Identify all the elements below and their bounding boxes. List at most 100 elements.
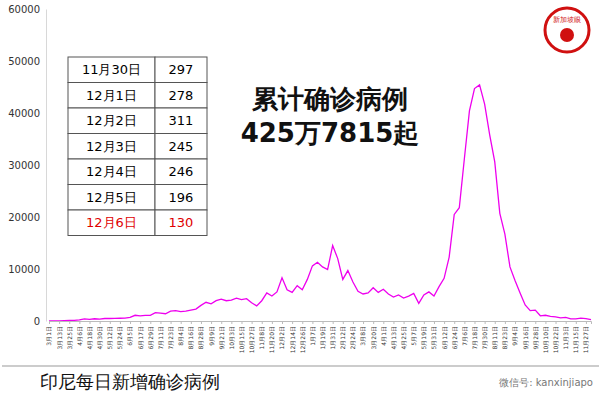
- x-tick-label: 4月30日: [96, 326, 103, 349]
- x-tick: 7月6日: [461, 321, 468, 346]
- x-tick-label: 11月8日: [258, 326, 265, 349]
- x-tick: 3月1日: [45, 321, 52, 346]
- x-tick: 8月23日: [501, 321, 508, 349]
- table-cell: [155, 210, 207, 236]
- x-tick: 2月12日: [339, 321, 346, 349]
- x-tick: 5月24日: [116, 321, 123, 349]
- x-tick-mark: [100, 321, 101, 324]
- x-tick-mark: [404, 321, 405, 324]
- x-tick-mark: [333, 321, 334, 324]
- x-tick-mark: [211, 321, 212, 324]
- logo-eye: [560, 28, 574, 42]
- x-tick-mark: [535, 321, 536, 324]
- y-tick: 20000: [8, 212, 46, 223]
- y-tick-label: 20000: [8, 212, 40, 223]
- x-tick-mark: [454, 321, 455, 324]
- table-cell: [68, 57, 155, 83]
- x-tick-mark: [49, 321, 50, 324]
- x-tick: 1月31日: [329, 321, 336, 349]
- y-tick: 30000: [8, 160, 46, 171]
- x-tick: 11月15日: [572, 321, 579, 353]
- x-tick-label: 6月24日: [451, 326, 458, 349]
- x-tick: 2月24日: [349, 321, 356, 349]
- y-tick-label: 60000: [8, 4, 40, 15]
- x-tick-mark: [90, 321, 91, 324]
- x-tick-mark: [191, 321, 192, 324]
- x-tick: 7月30日: [481, 321, 488, 349]
- x-tick-label: 7月11日: [157, 326, 164, 349]
- watermark: 微信号: kanxinjiapo: [499, 377, 593, 388]
- x-tick: 5月12日: [106, 321, 113, 349]
- x-tick: 9月9日: [208, 321, 215, 346]
- table-date: 12月6日: [86, 215, 137, 230]
- x-tick-mark: [434, 321, 435, 324]
- x-tick-label: 9月9日: [208, 326, 215, 346]
- x-tick-label: 10月3日: [228, 326, 235, 349]
- x-tick-label: 7月23日: [167, 326, 174, 349]
- table-date: 12月1日: [86, 88, 137, 103]
- x-tick-label: 1月31日: [329, 326, 336, 349]
- x-tick-mark: [231, 321, 232, 324]
- x-tick: 4月13日: [390, 321, 397, 349]
- x-tick-label: 3月13日: [56, 326, 63, 349]
- x-axis-line: [50, 322, 592, 325]
- x-tick-label: 3月8日: [359, 326, 366, 346]
- table-value: 278: [169, 88, 194, 103]
- x-tick: 4月25日: [400, 321, 407, 349]
- x-tick-mark: [181, 321, 182, 324]
- x-tick: 4月1日: [380, 321, 387, 346]
- x-tick: 8月11日: [491, 321, 498, 349]
- x-tick: 6月29日: [147, 321, 154, 349]
- x-tick-mark: [150, 321, 151, 324]
- y-tick: 10000: [8, 264, 46, 275]
- data-line: [49, 85, 591, 321]
- x-axis: 3月1日3月13日3月25日4月6日4月18日4月30日5月12日5月24日6月…: [45, 321, 591, 353]
- x-tick-mark: [221, 321, 222, 324]
- x-tick: 5月31日: [430, 321, 437, 349]
- x-tick-mark: [282, 321, 283, 324]
- x-tick: 10月27日: [248, 321, 255, 353]
- x-tick: 7月23日: [167, 321, 174, 349]
- x-tick: 9月16日: [522, 321, 529, 349]
- y-tick-label: 30000: [8, 160, 40, 171]
- caption-rule: [2, 366, 599, 367]
- x-tick: 10月3日: [228, 321, 235, 349]
- x-tick-label: 7月30日: [481, 326, 488, 349]
- x-tick-label: 6月17日: [137, 326, 144, 349]
- x-tick: 9月21日: [218, 321, 225, 349]
- x-tick: 8月28日: [197, 321, 204, 349]
- x-tick-mark: [292, 321, 293, 324]
- x-tick-label: 10月22日: [552, 326, 559, 353]
- x-tick-label: 10月15日: [238, 326, 245, 353]
- chart: 01000020000300004000050000600003月1日3月13日…: [0, 0, 601, 403]
- x-tick-mark: [424, 321, 425, 324]
- table-cell: [68, 134, 155, 160]
- x-tick-mark: [272, 321, 273, 324]
- x-tick: 10月10日: [542, 321, 549, 353]
- x-tick-mark: [586, 321, 587, 324]
- x-tick-mark: [373, 321, 374, 324]
- x-tick-label: 9月16日: [522, 326, 529, 349]
- x-tick-mark: [383, 321, 384, 324]
- x-tick: 7月18日: [471, 321, 478, 349]
- x-tick-label: 4月6日: [76, 326, 83, 346]
- table-cell: [155, 134, 207, 160]
- x-tick: 3月8日: [359, 321, 366, 346]
- x-tick-label: 12月2日: [278, 326, 285, 349]
- annotation: 425万7815起: [241, 118, 420, 148]
- x-tick-mark: [262, 321, 263, 324]
- x-tick-mark: [485, 321, 486, 324]
- x-tick: 3月20日: [370, 321, 377, 349]
- x-tick-label: 3月20日: [370, 326, 377, 349]
- x-tick-label: 9月21日: [218, 326, 225, 349]
- x-tick-mark: [59, 321, 60, 324]
- table-date: 12月3日: [86, 139, 137, 154]
- x-tick: 3月13日: [56, 321, 63, 349]
- y-tick-label: 50000: [8, 56, 40, 67]
- x-tick: 9月4日: [511, 321, 518, 346]
- table-cell: [155, 83, 207, 109]
- table-cell: [155, 185, 207, 211]
- x-tick-mark: [130, 321, 131, 324]
- plot-area: [49, 85, 591, 321]
- x-tick-mark: [363, 321, 364, 324]
